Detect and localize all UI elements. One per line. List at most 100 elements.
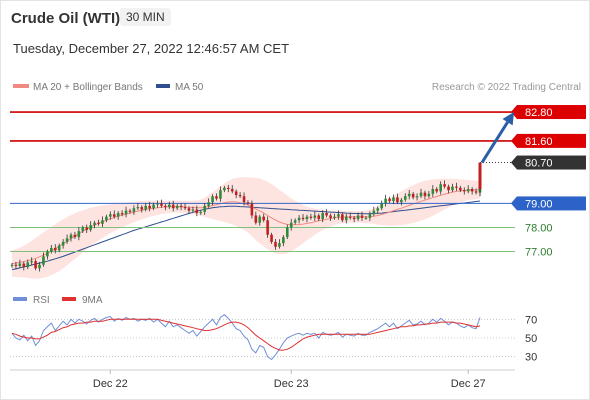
- resistance-badge-pointer: [511, 133, 517, 148]
- candle-body: [242, 196, 246, 203]
- candle-body: [203, 205, 207, 212]
- rsi-level-label: 30: [525, 352, 537, 364]
- candle-body: [73, 234, 77, 238]
- candle-body: [321, 213, 324, 220]
- candle-body: [132, 208, 136, 212]
- candle-body: [42, 256, 45, 265]
- candle-body: [109, 214, 112, 217]
- candle-body: [53, 247, 57, 251]
- support-label: 78.00: [525, 222, 553, 234]
- candle-body: [77, 231, 81, 238]
- x-axis-label: Dec 27: [451, 378, 486, 390]
- candle-body: [246, 202, 250, 204]
- ma50-line: [11, 200, 481, 271]
- rsi-line: [11, 314, 481, 361]
- rsi-level-label: 50: [525, 333, 537, 345]
- candle-body: [337, 214, 340, 217]
- candle-body: [120, 213, 124, 215]
- candle-body: [278, 243, 281, 247]
- rsi-legend-swatch: [13, 297, 27, 301]
- candle-body: [459, 187, 462, 191]
- candle-body: [474, 191, 478, 193]
- candle-body: [325, 213, 328, 216]
- candle-body: [285, 227, 289, 238]
- candle-body: [250, 203, 254, 216]
- candle-body: [470, 189, 474, 192]
- candle-body: [415, 196, 419, 198]
- rsi-levels-group: 70 50 30: [10, 314, 537, 364]
- candle-body: [183, 207, 187, 209]
- candle-body: [439, 184, 442, 192]
- support-label: 77.00: [525, 247, 553, 259]
- candle-body: [329, 215, 332, 218]
- candle-body: [38, 264, 41, 269]
- candle-body: [344, 216, 348, 221]
- candle-body: [293, 220, 297, 223]
- candle-body: [372, 210, 376, 215]
- candle-body: [219, 190, 222, 199]
- candle-body: [270, 234, 273, 242]
- candle-body: [26, 262, 30, 268]
- candle-body: [447, 186, 450, 191]
- x-axis-labels: Dec 22 Dec 23 Dec 27: [93, 370, 486, 390]
- candle-body: [423, 192, 427, 197]
- current-price-badge: [517, 155, 586, 170]
- candle-body: [14, 264, 18, 266]
- candle-body: [50, 247, 53, 252]
- candle-body: [388, 198, 391, 202]
- candle-body: [215, 196, 218, 199]
- candle-body: [317, 215, 321, 220]
- candle-body: [266, 220, 269, 235]
- candle-body: [234, 191, 238, 196]
- candle-body: [191, 209, 195, 211]
- ma50-legend-label: MA 50: [175, 82, 204, 93]
- candle-body: [61, 241, 65, 246]
- candle-body: [207, 202, 210, 206]
- x-axis-label: Dec 22: [93, 378, 128, 390]
- ma20-legend-label: MA 20 + Bollinger Bands: [33, 82, 143, 93]
- candle-body: [478, 162, 482, 189]
- timeframe-badge[interactable]: 30 MIN: [120, 8, 171, 26]
- candle-body: [69, 234, 73, 239]
- candle-body: [348, 216, 352, 218]
- forecast-arrow-head: [502, 112, 514, 126]
- rsi-ma9-line: [11, 318, 481, 351]
- candle-body: [356, 215, 360, 220]
- candle-body: [148, 205, 151, 209]
- candle-body: [262, 216, 265, 221]
- resistance-label: 81.60: [525, 136, 553, 148]
- candle-body: [333, 216, 336, 218]
- candle-body: [211, 196, 214, 203]
- resistance-badge: [517, 133, 586, 148]
- candle-body: [160, 203, 163, 206]
- resistance-label: 82.80: [525, 107, 553, 119]
- candle-body: [57, 245, 61, 251]
- candle-body: [156, 203, 159, 205]
- candle-body: [89, 225, 92, 230]
- candle-body: [427, 193, 431, 197]
- candle-body: [112, 214, 116, 217]
- candle-body: [313, 215, 317, 218]
- candle-body: [105, 216, 108, 221]
- candle-body: [435, 189, 439, 192]
- candle-body: [309, 216, 313, 218]
- candle-body: [451, 186, 454, 191]
- candle-body: [360, 215, 364, 218]
- candle-body: [22, 263, 26, 268]
- pivot-badge-pointer: [511, 196, 517, 211]
- current-price-badge-pointer: [511, 155, 517, 170]
- candle-body: [152, 204, 155, 209]
- candle-body: [230, 189, 234, 192]
- candle-body: [301, 217, 305, 220]
- candle-body: [376, 208, 380, 211]
- candle-body: [443, 184, 446, 187]
- candle-body: [136, 207, 140, 209]
- candle-body: [341, 214, 344, 221]
- candle-body: [254, 215, 258, 223]
- candle-body: [258, 216, 262, 223]
- candle-body: [396, 197, 399, 203]
- candle-body: [297, 217, 301, 221]
- candle-body: [289, 222, 293, 228]
- forecast-arrow-line: [480, 121, 509, 164]
- pivot-badge: [517, 196, 586, 211]
